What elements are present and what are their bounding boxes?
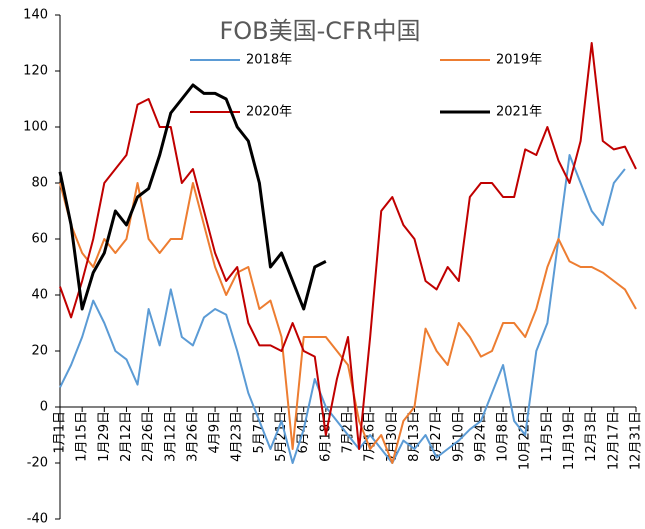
y-tick-label: -20	[27, 456, 48, 471]
y-tick-label: -40	[27, 512, 48, 527]
x-tick-label: 7月2日	[341, 411, 356, 454]
legend-label: 2021年	[496, 105, 542, 120]
x-tick-label: 5月21日	[274, 411, 289, 462]
x-tick-label: 1月29日	[97, 411, 112, 462]
x-tick-label: 11月5日	[540, 411, 555, 462]
x-tick-label: 5月7日	[252, 411, 267, 454]
x-tick-label: 12月31日	[629, 411, 644, 470]
x-tick-label: 3月12日	[163, 411, 178, 462]
x-tick-label: 9月10日	[451, 411, 466, 462]
y-tick-label: 40	[31, 288, 48, 303]
x-tick-label: 1月1日	[53, 411, 68, 454]
series-line	[58, 83, 327, 311]
x-tick-label: 8月13日	[407, 411, 422, 462]
x-tick-label: 10月8日	[496, 411, 511, 462]
chart-title: FOB美国-CFR中国	[219, 17, 420, 45]
y-tick-label: 100	[23, 120, 48, 135]
x-tick-label: 12月3日	[584, 411, 599, 462]
series-line	[59, 154, 626, 464]
x-tick-label: 6月18日	[318, 411, 333, 462]
y-tick-label: 120	[23, 64, 48, 79]
x-tick-label: 3月26日	[185, 411, 200, 462]
legend-label: 2020年	[246, 105, 292, 120]
series-line	[59, 42, 637, 450]
x-tick-label: 11月19日	[562, 411, 577, 470]
x-tick-label: 10月22日	[518, 411, 533, 470]
series-line	[59, 182, 637, 464]
x-tick-label: 12月17日	[606, 411, 621, 470]
x-tick-label: 4月23日	[230, 411, 245, 462]
legend-label: 2018年	[246, 53, 292, 68]
x-tick-label: 4月9日	[208, 411, 223, 454]
legend-label: 2019年	[496, 53, 542, 68]
y-tick-label: 20	[31, 344, 48, 359]
x-tick-label: 2月26日	[141, 411, 156, 462]
y-tick-label: 140	[23, 8, 48, 23]
x-tick-label: 2月12日	[119, 411, 134, 462]
x-tick-label: 1月15日	[75, 411, 90, 462]
y-tick-label: 60	[31, 232, 48, 247]
y-tick-label: 80	[31, 176, 48, 191]
y-tick-label: 0	[40, 400, 48, 415]
